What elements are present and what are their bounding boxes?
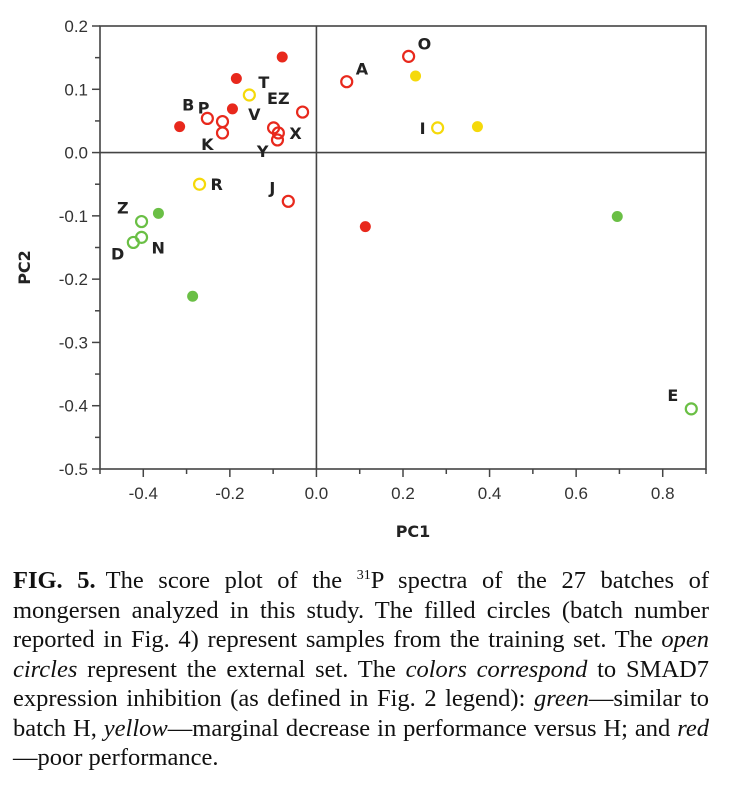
axes: [99, 25, 707, 470]
caption-emphasis: colors correspond: [405, 655, 588, 683]
point-red-open: [281, 194, 295, 208]
data-points: [126, 49, 698, 416]
point-red-filled: [226, 103, 238, 115]
y-tick-label: -0.1: [59, 207, 88, 226]
caption-text: The score plot of the: [105, 567, 357, 594]
caption-text: to SMAD7 expression inhibition (as defin…: [13, 655, 709, 713]
y-tick-label: 0.1: [64, 80, 88, 99]
point-yellow-filled: [471, 121, 483, 133]
y-tick-label: 0.2: [64, 17, 88, 36]
point-yellow-filled: [410, 70, 422, 82]
point-yellow-open: [192, 177, 207, 191]
point-green-filled: [611, 210, 623, 222]
x-tick-label: 0.4: [478, 484, 502, 503]
caption-emphasis: open circles: [13, 626, 709, 683]
point-label: Z: [117, 199, 129, 218]
point-label: R: [211, 175, 223, 194]
point-label: B: [182, 95, 194, 114]
point-label: P: [198, 99, 210, 118]
caption-emphasis: green: [533, 685, 589, 712]
point-yellow-open: [242, 88, 256, 102]
point-red-filled: [230, 73, 242, 85]
x-tick-label: 0.8: [651, 484, 675, 503]
caption-superscript: 31: [356, 567, 371, 583]
point-label: V: [248, 105, 261, 124]
point-labels: B PK TEZ V X Y A O I R J Z N D E: [111, 34, 678, 405]
point-label: O: [418, 34, 432, 53]
caption-emphasis: yellow: [103, 714, 168, 742]
point-label: A: [356, 60, 369, 79]
point-red-open: [271, 126, 285, 140]
point-red-filled: [359, 221, 371, 233]
point-label: N: [152, 238, 165, 257]
y-tick-label: -0.4: [59, 397, 88, 416]
point-label: Y: [256, 142, 269, 161]
caption-text: —marginal decrease in performance versus…: [167, 714, 678, 742]
x-tick-label: 0.2: [391, 484, 415, 503]
point-label: X: [289, 124, 302, 143]
point-label: EZ: [267, 89, 290, 108]
y-tick-label: -0.3: [59, 333, 88, 352]
y-tick-label: -0.2: [59, 270, 88, 289]
plot-frame: [99, 25, 707, 470]
point-red-filled: [276, 51, 288, 63]
figure-caption: FIG. 5. The score plot of the 31P spectra…: [13, 566, 709, 773]
point-red-open: [295, 105, 310, 119]
x-tick-label: -0.2: [215, 484, 244, 503]
point-red-filled: [174, 121, 186, 133]
x-tick-label: 0.6: [564, 484, 588, 503]
caption-text: represent the external set. The: [77, 655, 406, 683]
point-red-open: [402, 49, 416, 63]
point-green-open: [126, 235, 140, 250]
y-axis-title: PC2: [15, 250, 34, 285]
caption-text: —similar to batch H,: [13, 685, 710, 742]
point-label: J: [268, 178, 275, 197]
x-tick-label: -0.4: [129, 484, 158, 503]
point-label: E: [667, 386, 678, 405]
y-tick-label: -0.5: [59, 460, 88, 479]
point-red-open: [215, 114, 230, 129]
point-yellow-open: [431, 121, 445, 135]
ticks: -0.4 -0.2 0.0 0.2 0.4 0.6 0.8 0.2 0.1 0.0 -0.1 -0.2…: [59, 17, 707, 503]
caption-text: —poor performance.: [13, 744, 219, 771]
point-red-open: [215, 126, 230, 140]
point-label: D: [111, 244, 124, 263]
point-green-open: [684, 402, 698, 416]
x-tick-label: 0.0: [305, 484, 329, 503]
point-red-open: [270, 133, 285, 147]
point-red-open: [340, 75, 354, 89]
x-axis-title: PC1: [396, 522, 431, 541]
caption-emphasis: red: [677, 714, 709, 742]
point-red-open: [200, 111, 214, 125]
point-green-filled: [152, 207, 164, 219]
caption-text: P spectra of the 27 batches of mongersen…: [13, 567, 709, 653]
y-tick-label: 0.0: [64, 144, 88, 163]
point-label: K: [201, 135, 214, 154]
point-label: T: [258, 73, 269, 92]
point-label: I: [420, 119, 426, 138]
point-green-filled: [187, 290, 199, 302]
figure-number: FIG. 5.: [13, 567, 96, 594]
score-plot: -0.4 -0.2 0.0 0.2 0.4 0.6 0.8 0.2 0.1 0.0 -0.1 -0.2…: [15, 17, 707, 541]
point-green-open: [134, 214, 149, 229]
